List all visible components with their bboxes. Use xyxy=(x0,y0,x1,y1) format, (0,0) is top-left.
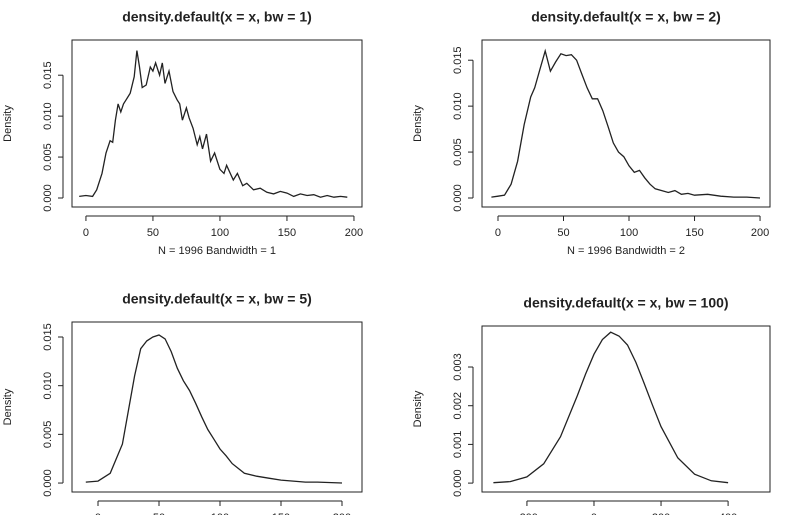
y-tick-label: 0.000 xyxy=(452,184,464,212)
x-tick-label: 50 xyxy=(153,512,165,515)
y-tick-label: 0.015 xyxy=(42,61,54,89)
chart-title: density.default(x = x, bw = 100) xyxy=(523,295,728,311)
x-tick-label: 400 xyxy=(719,512,737,515)
x-tick-label: 0 xyxy=(83,227,89,239)
plot-box xyxy=(71,321,363,493)
x-tick-label: 0 xyxy=(591,512,597,515)
x-tick-label: 0 xyxy=(495,227,501,239)
x-tick-label: 50 xyxy=(147,227,159,239)
chart-title: density.default(x = x, bw = 2) xyxy=(531,9,721,25)
x-axis-label: N = 1996 Bandwidth = 2 xyxy=(567,245,685,257)
y-axis-label: Density xyxy=(412,390,424,427)
y-tick-label: 0.005 xyxy=(42,421,54,449)
y-axis-label: Density xyxy=(2,105,14,142)
y-tick-label: 0.005 xyxy=(42,143,54,171)
y-tick-label: 0.000 xyxy=(42,469,54,497)
x-tick-label: 100 xyxy=(211,512,229,515)
x-tick-label: 200 xyxy=(345,227,363,239)
x-tick-label: 0 xyxy=(95,512,101,515)
y-tick-label: 0.010 xyxy=(42,102,54,130)
x-tick-label: 150 xyxy=(278,227,296,239)
y-axis-label: Density xyxy=(2,388,14,425)
y-tick-label: 0.015 xyxy=(42,323,54,351)
x-tick-label: 100 xyxy=(620,227,638,239)
x-tick-label: 150 xyxy=(272,512,290,515)
plot-box xyxy=(481,39,771,208)
x-tick-label: 200 xyxy=(333,512,351,515)
x-tick-label: 100 xyxy=(211,227,229,239)
density-line xyxy=(79,50,348,198)
y-tick-label: 0.000 xyxy=(452,469,464,497)
chart-title: density.default(x = x, bw = 1) xyxy=(122,9,312,25)
y-tick-label: 0.000 xyxy=(42,184,54,212)
y-tick-label: 0.010 xyxy=(452,92,464,120)
y-tick-label: 0.002 xyxy=(452,392,464,420)
y-tick-label: 0.001 xyxy=(452,431,464,459)
density-line xyxy=(493,331,729,484)
x-tick-label: 200 xyxy=(751,227,769,239)
y-tick-label: 0.015 xyxy=(452,46,464,74)
density-line xyxy=(85,334,343,484)
plot-box xyxy=(481,325,771,493)
x-tick-label: -200 xyxy=(516,512,538,515)
x-tick-label: 50 xyxy=(557,227,569,239)
y-axis-label: Density xyxy=(412,105,424,142)
density-line xyxy=(491,48,761,199)
x-axis-label: N = 1996 Bandwidth = 1 xyxy=(158,245,276,257)
x-tick-label: 150 xyxy=(685,227,703,239)
plot-box xyxy=(71,39,363,208)
x-tick-label: 200 xyxy=(652,512,670,515)
y-tick-label: 0.005 xyxy=(452,138,464,166)
chart-title: density.default(x = x, bw = 5) xyxy=(122,291,312,307)
y-tick-label: 0.003 xyxy=(452,353,464,381)
y-tick-label: 0.010 xyxy=(42,372,54,400)
